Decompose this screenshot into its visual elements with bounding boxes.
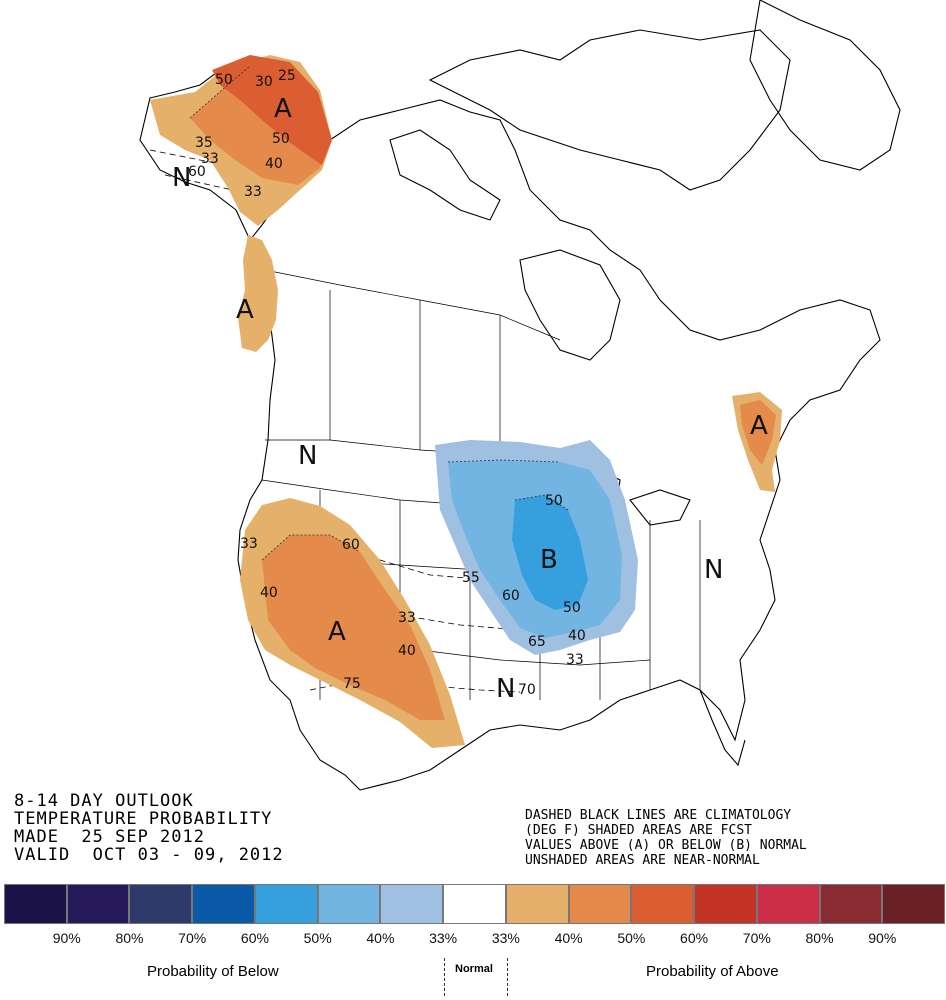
legend-color-bar (4, 884, 946, 924)
contour-label: 60 (188, 164, 206, 180)
above-sw-40 (262, 535, 445, 720)
above-bc-33 (238, 235, 278, 352)
contour-label: 40 (265, 156, 283, 172)
legend-tick-label: 80% (805, 930, 834, 946)
title-line: MADE 25 SEP 2012 (14, 827, 205, 847)
below-50-area (512, 495, 588, 610)
legend-tick-label: 80% (115, 930, 144, 946)
title-line: VALID OCT 03 - 09, 2012 (14, 845, 284, 865)
legend-tick-label: 60% (680, 930, 709, 946)
legend-swatch-7 (443, 884, 506, 924)
legend-normal-divider-right (507, 958, 508, 996)
legend-tick-label: 90% (52, 930, 81, 946)
legend-tick-label: 33% (491, 930, 520, 946)
contour-label: 33 (398, 610, 416, 626)
legend-tick-label: 33% (429, 930, 458, 946)
legend-swatch-11 (694, 884, 757, 924)
legend-tick-label: 70% (178, 930, 207, 946)
legend-swatch-9 (568, 884, 632, 924)
above-normal-regions (150, 55, 782, 748)
contour-label: 33 (566, 652, 584, 668)
contour-label: 40 (260, 585, 278, 601)
contour-label: 60 (502, 588, 520, 604)
legend-swatch-8 (505, 884, 569, 924)
legend-swatch-1 (66, 884, 130, 924)
contour-label: 50 (215, 72, 233, 88)
legend-swatch-2 (129, 884, 193, 924)
legend-swatch-14 (882, 884, 946, 924)
label-above-ak: A (274, 94, 292, 124)
note-line: VALUES ABOVE (A) OR BELOW (B) NORMAL (525, 838, 807, 853)
contour-label: 50 (272, 131, 290, 147)
contour-label: 33 (240, 536, 258, 552)
legend-swatch-4 (254, 884, 318, 924)
title-line: 8-14 DAY OUTLOOK (14, 791, 194, 811)
legend-swatch-3 (192, 884, 255, 924)
label-above-sw: A (328, 617, 346, 647)
title-block: 8-14 DAY OUTLOOK TEMPERATURE PROBABILITY… (14, 792, 284, 864)
legend-swatch-6 (380, 884, 444, 924)
legend-below-label: Probability of Below (147, 963, 279, 980)
note-line: UNSHADED AREAS ARE NEAR-NORMAL (525, 853, 760, 868)
label-normal-ak: N (172, 163, 191, 193)
label-above-ne: A (750, 411, 768, 441)
legend-normal-label: Normal (455, 963, 493, 975)
contour-label: 50 (545, 493, 563, 509)
label-above-bc: A (236, 295, 254, 325)
note-line: (DEG F) SHADED AREAS ARE FCST (525, 823, 752, 838)
outlook-map: A A A A B N N N N 50 30 25 50 40 35 33 6… (139, 0, 901, 791)
above-ak-50 (212, 55, 332, 165)
legend-tick-label: 50% (303, 930, 332, 946)
contour-label: 50 (563, 600, 581, 616)
label-below-mw: B (540, 545, 558, 575)
legend-swatch-0 (4, 884, 67, 924)
note-line: DASHED BLACK LINES ARE CLIMATOLOGY (525, 808, 792, 823)
title-line: TEMPERATURE PROBABILITY (14, 809, 273, 829)
contour-label: 70 (518, 682, 536, 698)
contour-label: 25 (278, 68, 296, 84)
contour-label: 60 (342, 537, 360, 553)
probability-contours (189, 65, 569, 561)
contour-label: 40 (398, 643, 416, 659)
contour-label: 33 (244, 184, 262, 200)
contour-label: 55 (462, 570, 480, 586)
legend-swatch-10 (631, 884, 695, 924)
notes-block: DASHED BLACK LINES ARE CLIMATOLOGY (DEG … (525, 808, 807, 868)
contour-label: 33 (201, 151, 219, 167)
legend-tick-label: 90% (868, 930, 897, 946)
legend-above-label: Probability of Above (646, 963, 779, 980)
below-normal-region (435, 440, 638, 655)
label-normal-nw: N (298, 441, 317, 471)
contour-label: 35 (195, 135, 213, 151)
contour-label: 75 (343, 676, 361, 692)
legend-tick-label: 50% (617, 930, 646, 946)
legend-tick-label: 60% (240, 930, 269, 946)
above-ne-40 (740, 400, 776, 465)
legend-swatch-5 (317, 884, 381, 924)
label-normal-south: N (496, 674, 515, 704)
legend-tick-label: 40% (366, 930, 395, 946)
legend-normal-divider-left (444, 958, 445, 996)
contour-label: 40 (568, 628, 586, 644)
legend-tick-label: 40% (554, 930, 583, 946)
label-normal-east: N (704, 555, 723, 585)
legend-swatch-13 (819, 884, 883, 924)
legend-tick-label: 70% (742, 930, 771, 946)
contour-label: 65 (528, 634, 546, 650)
legend-swatch-12 (756, 884, 820, 924)
contour-label: 30 (255, 74, 273, 90)
